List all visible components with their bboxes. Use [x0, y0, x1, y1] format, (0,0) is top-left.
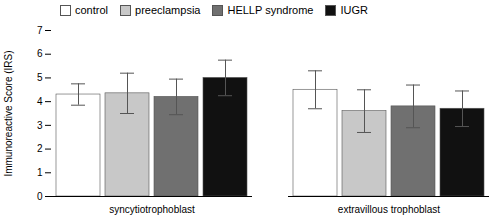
svg-text:1: 1 — [37, 167, 43, 178]
svg-text:2: 2 — [37, 143, 43, 154]
svg-text:Immunoreactive Score (IRS): Immunoreactive Score (IRS) — [3, 50, 14, 176]
svg-text:syncytiotrophoblast: syncytiotrophoblast — [109, 204, 195, 215]
svg-text:3: 3 — [37, 120, 43, 131]
svg-text:6: 6 — [37, 48, 43, 59]
html-text:HELLP syndrome: HELLP syndrome — [227, 4, 314, 16]
svg-text:0: 0 — [37, 191, 43, 202]
svg-text:7: 7 — [37, 25, 43, 36]
html-text:IUGR: IUGR — [340, 4, 368, 16]
html-text:preeclampsia: preeclampsia — [135, 4, 201, 16]
svg-text:5: 5 — [37, 72, 43, 83]
svg-text:4: 4 — [37, 96, 43, 107]
html-text:control: control — [75, 4, 108, 16]
svg-text:extravillous trophoblast: extravillous trophoblast — [338, 204, 440, 215]
